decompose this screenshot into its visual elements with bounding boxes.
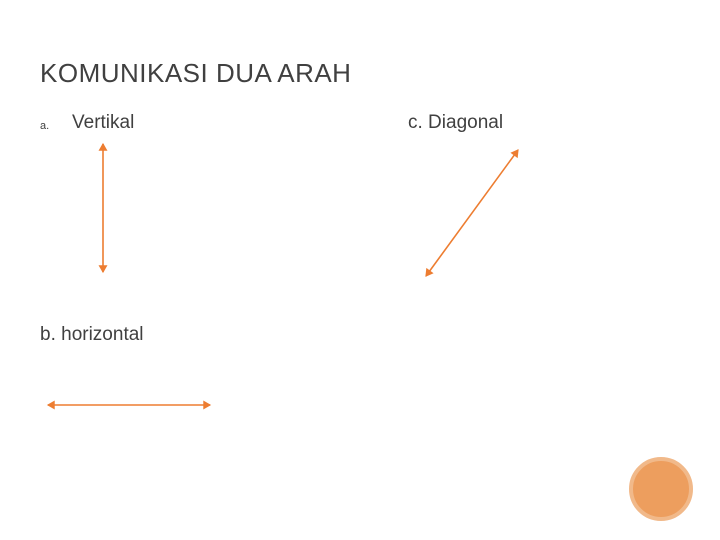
slide-title: KOMUNIKASI DUA ARAH xyxy=(40,58,351,89)
item-c-label: c. Diagonal xyxy=(408,112,503,134)
decorative-circle xyxy=(629,457,693,521)
item-a-label: Vertikal xyxy=(72,112,134,134)
slide: KOMUNIKASI DUA ARAH a. Vertikal b. horiz… xyxy=(0,0,720,540)
arrow-diagonal xyxy=(426,150,518,276)
item-b-label: b. horizontal xyxy=(40,324,144,346)
item-a-marker: a. xyxy=(40,120,49,132)
